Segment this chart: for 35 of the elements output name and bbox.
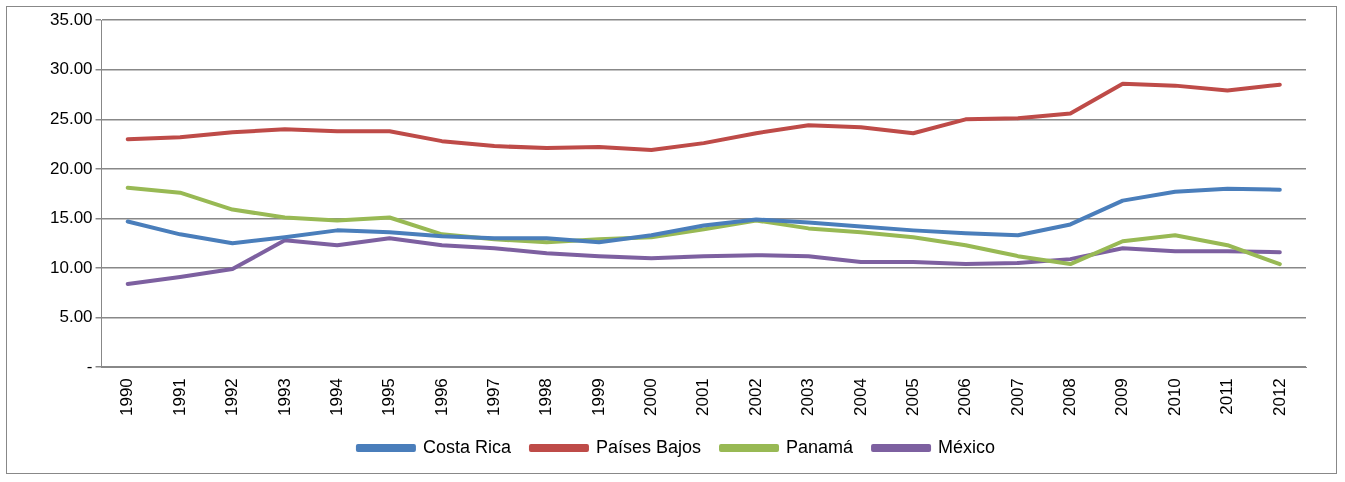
x-tick-label: 1992	[222, 378, 242, 417]
x-tick-label: 2007	[1007, 378, 1027, 417]
x-tick-label: 2008	[1060, 378, 1080, 417]
x-tick-label: 1993	[274, 378, 294, 417]
y-tick-label: -	[86, 356, 93, 376]
legend-label: Costa Rica	[422, 436, 512, 457]
y-tick-label: 30.00	[49, 59, 93, 79]
y-tick-label: 5.00	[59, 307, 93, 327]
x-tick-label: 2012	[1269, 378, 1289, 417]
legend-label: México	[938, 436, 996, 457]
x-tick-label: 2000	[641, 378, 661, 417]
x-tick-label: 1991	[169, 378, 189, 417]
x-tick-label: 2006	[955, 378, 975, 417]
x-tick-label: 2003	[798, 378, 818, 417]
x-tick-label: 2011	[1217, 378, 1237, 415]
x-tick-label: 2010	[1164, 378, 1184, 417]
legend-label: Países Bajos	[595, 436, 702, 457]
legend-label: Panamá	[786, 436, 855, 457]
x-tick-label: 1996	[431, 378, 451, 417]
x-tick-label: 1994	[326, 378, 346, 417]
y-tick-label: 35.00	[49, 9, 93, 29]
x-tick-label: 2004	[850, 378, 870, 417]
x-tick-label: 2005	[902, 378, 922, 417]
x-tick-label: 1998	[536, 378, 556, 417]
x-tick-label: 1997	[483, 378, 503, 417]
y-tick-label: 20.00	[49, 158, 93, 178]
x-tick-label: 2001	[693, 378, 713, 417]
x-tick-label: 2002	[745, 378, 765, 417]
x-tick-label: 1999	[588, 378, 608, 417]
x-tick-label: 1995	[379, 378, 399, 417]
y-tick-label: 10.00	[49, 257, 93, 277]
y-tick-label: 25.00	[49, 109, 93, 129]
x-tick-label: 1990	[117, 378, 137, 417]
y-tick-label: 15.00	[49, 208, 93, 228]
x-tick-label: 2009	[1112, 378, 1132, 417]
